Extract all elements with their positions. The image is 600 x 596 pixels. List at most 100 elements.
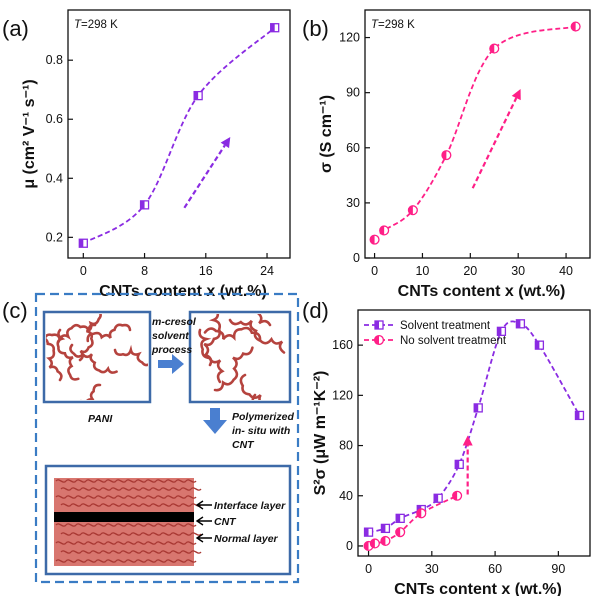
x-tick-label: 8 [141, 264, 148, 278]
temperature-annotation: T=298 K [74, 19, 118, 31]
y-tick-label: 0.2 [46, 230, 63, 244]
series-line-0 [82, 27, 276, 245]
x-tick-label: 90 [551, 562, 565, 576]
y-tick-label: 0.4 [46, 171, 63, 185]
pani-fibers [46, 314, 148, 400]
data-point [369, 538, 380, 549]
data-point [380, 535, 391, 546]
y-tick-label: 0 [353, 251, 360, 265]
legend-marker [373, 334, 385, 346]
y-tick-label: 0 [346, 539, 353, 553]
data-point [489, 43, 500, 54]
layer-structure [54, 478, 202, 566]
solvent-label-line1: m-cresol [152, 316, 197, 328]
dashed-frame [34, 292, 300, 584]
normal-layer-label: Normal layer [214, 533, 279, 545]
series-line-0 [368, 320, 581, 534]
y-tick-label: 160 [332, 338, 353, 352]
interface-layer-label: Interface layer [214, 500, 286, 512]
y-tick-label: 0.6 [46, 112, 63, 126]
x-tick-label: 10 [415, 264, 429, 278]
y-tick-label: 120 [332, 388, 353, 402]
data-point [407, 205, 418, 216]
arrow-interface-icon [195, 500, 212, 510]
trend-arrow [462, 435, 473, 495]
data-point [363, 527, 374, 537]
data-point [473, 403, 483, 413]
data-point [380, 523, 391, 534]
data-point [574, 410, 585, 421]
x-tick-label: 16 [199, 264, 213, 278]
data-point [193, 90, 203, 101]
data-point [441, 150, 452, 161]
x-axis-label: CNTs content x (wt.%) [99, 283, 267, 300]
y-axis-label: μ (cm² V⁻¹ s⁻¹) [21, 79, 38, 188]
y-tick-label: 0.8 [46, 53, 63, 67]
x-axis-label: CNTs content x (wt.%) [394, 581, 562, 596]
polymerized-label-line3: CNT [232, 439, 255, 451]
series-line-0 [373, 25, 576, 241]
x-tick-label: 0 [80, 264, 87, 278]
x-tick-label: 24 [260, 264, 274, 278]
polymerized-label-line1: Polymerized [232, 411, 294, 423]
solvent-label-line2: solvent [152, 330, 189, 342]
legend: Solvent treatment No solvent treatment [364, 320, 507, 347]
x-tick-label: 60 [488, 562, 502, 576]
x-tick-label: 40 [559, 264, 573, 278]
data-point [452, 490, 463, 501]
legend-label: No solvent treatment [400, 335, 507, 347]
y-axis-label: S²σ (μW m⁻¹K⁻²) [312, 371, 329, 496]
y-axis-label: σ (S cm⁻¹) [318, 95, 335, 173]
y-tick-label: 40 [339, 489, 353, 503]
data-point [395, 527, 406, 538]
y-tick-label: 80 [339, 439, 353, 453]
chart-a-mobility: 0 8 16 24 0.2 0.4 0.6 0.8 CNTs content x (wt.%) μ… [21, 9, 291, 300]
x-tick-label: 30 [425, 562, 439, 576]
data-point [379, 225, 390, 236]
cnt-label: CNT [214, 516, 237, 528]
plot-frame [357, 309, 591, 557]
data-point [395, 513, 405, 523]
panel-label-c: (c) [2, 298, 28, 323]
solvent-label-line3: process [151, 344, 192, 356]
data-point [369, 234, 380, 245]
polymerized-label-line2: in- situ with [232, 425, 290, 437]
data-point [433, 493, 443, 503]
right-arrow-icon [158, 354, 184, 374]
legend-marker [374, 320, 384, 330]
y-tick-label: 60 [346, 141, 360, 155]
x-axis-label: CNTs content x (wt.%) [398, 283, 566, 300]
processed-fibers [198, 314, 286, 400]
panel-label-a: (a) [2, 16, 29, 41]
cnt-layer [54, 512, 194, 522]
data-point [570, 21, 581, 32]
data-point [416, 508, 427, 519]
chart-b-conductivity: 0 10 20 30 40 0 30 60 90 120 CNTs content x (wt.%)… [318, 9, 591, 300]
legend-label: Solvent treatment [400, 320, 491, 332]
data-point [270, 23, 280, 33]
trend-arrow [471, 88, 521, 189]
pani-label: PANI [88, 413, 113, 425]
data-point [454, 459, 464, 470]
panel-label-d: (d) [302, 298, 329, 323]
trend-arrow [183, 136, 231, 209]
data-point [534, 340, 545, 350]
data-point [515, 319, 526, 329]
arrow-cnt-icon [195, 516, 212, 526]
x-tick-label: 30 [511, 264, 525, 278]
data-point [496, 326, 507, 336]
arrow-normal-icon [195, 533, 212, 543]
plot-frame [364, 9, 591, 259]
chart-d-power-factor: 0 30 60 90 0 40 80 120 160 CNTs content x (wt.%) S… [312, 309, 591, 596]
y-tick-label: 90 [346, 86, 360, 100]
schematic-c: m-cresol solvent process PANI Polymerize… [34, 292, 300, 584]
x-tick-label: 0 [371, 264, 378, 278]
y-tick-label: 30 [346, 196, 360, 210]
plot-frame [67, 9, 291, 259]
down-arrow-icon [203, 408, 227, 434]
y-tick-label: 120 [339, 31, 360, 45]
panel-label-b: (b) [302, 16, 329, 41]
pani-box [42, 310, 152, 404]
x-tick-label: 20 [463, 264, 477, 278]
